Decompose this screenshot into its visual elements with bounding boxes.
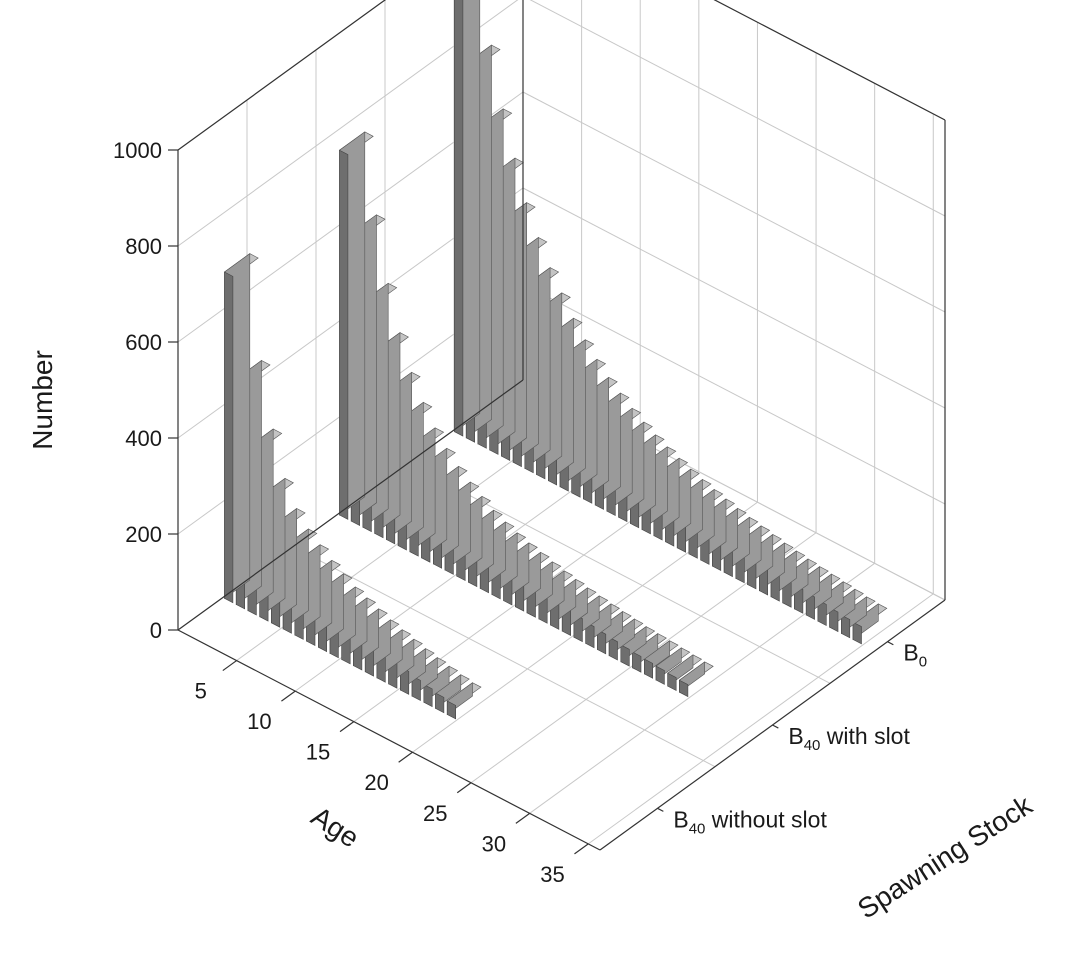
bar bbox=[446, 682, 482, 720]
bars-layer bbox=[223, 0, 888, 720]
bar-side bbox=[852, 621, 862, 645]
category-subscript: 40 bbox=[689, 820, 706, 837]
x-tick bbox=[339, 721, 355, 733]
x-tick-label: 10 bbox=[247, 709, 271, 734]
bar bbox=[454, 0, 481, 437]
x-tick bbox=[398, 751, 413, 763]
bar bbox=[338, 131, 374, 520]
bar-side bbox=[840, 614, 851, 639]
z-tick-label: 0 bbox=[150, 618, 162, 643]
z-tick-label: 1000 bbox=[113, 138, 162, 163]
bar-side bbox=[817, 599, 827, 626]
bar-side bbox=[620, 644, 630, 667]
x-tick bbox=[515, 812, 531, 824]
category-base: B bbox=[788, 723, 803, 749]
bar bbox=[434, 674, 470, 714]
category-subscript: 0 bbox=[919, 654, 927, 671]
bar-side bbox=[643, 658, 654, 679]
bar-side bbox=[597, 629, 607, 655]
bar bbox=[840, 596, 876, 639]
gridline-floor bbox=[587, 593, 934, 845]
z-axis-title: Number bbox=[27, 350, 58, 450]
x-tick-label: 15 bbox=[306, 740, 330, 765]
x-tick-label: 25 bbox=[423, 801, 447, 826]
bar-side bbox=[667, 672, 677, 691]
bar bbox=[678, 661, 714, 698]
bar bbox=[620, 626, 656, 667]
bar-side bbox=[585, 621, 595, 649]
bar bbox=[631, 633, 667, 673]
z-tick-label: 400 bbox=[125, 426, 162, 451]
gridline-back-wall bbox=[529, 0, 946, 217]
y-tick-label: B40 with slot bbox=[788, 723, 910, 754]
bar-side bbox=[632, 651, 642, 673]
x-tick bbox=[456, 782, 472, 794]
bar-side bbox=[423, 684, 433, 708]
x-tick-label: 35 bbox=[540, 862, 564, 887]
bar bbox=[655, 647, 691, 685]
box-edge bbox=[713, 0, 946, 121]
axes-layer bbox=[168, 0, 946, 855]
bar-side bbox=[435, 692, 445, 714]
bar bbox=[423, 665, 459, 708]
z-tick-label: 200 bbox=[125, 522, 162, 547]
x-tick-label: 30 bbox=[482, 831, 506, 856]
y-axis-title: Spawning Stock bbox=[852, 789, 1038, 925]
bar-side bbox=[339, 149, 349, 520]
category-base: B bbox=[903, 640, 918, 666]
bar bbox=[643, 640, 679, 679]
y-tick bbox=[887, 641, 894, 646]
bar bbox=[852, 603, 888, 645]
x-tick bbox=[281, 690, 296, 702]
bar-side bbox=[224, 271, 234, 604]
category-suffix: with slot bbox=[820, 723, 910, 749]
y-tick bbox=[772, 724, 779, 729]
y-tick bbox=[657, 807, 664, 812]
x-tick-label: 20 bbox=[364, 770, 388, 795]
z-tick-label: 600 bbox=[125, 330, 162, 355]
bar-side bbox=[446, 700, 457, 720]
bar-side bbox=[679, 679, 689, 698]
category-subscript: 40 bbox=[804, 737, 821, 754]
y-tick-label: B0 bbox=[903, 640, 927, 671]
bar-side bbox=[454, 0, 464, 437]
gridline-back-wall bbox=[713, 0, 946, 121]
bar-side bbox=[829, 607, 839, 633]
bar-side bbox=[608, 636, 618, 661]
box-edge bbox=[177, 379, 524, 631]
y-tick-label: B40 without slot bbox=[673, 806, 827, 837]
category-base: B bbox=[673, 806, 688, 832]
category-suffix: without slot bbox=[705, 806, 827, 832]
bar-side bbox=[411, 675, 421, 701]
x-tick bbox=[574, 843, 589, 855]
x-tick bbox=[222, 660, 237, 672]
gridline-back-wall bbox=[522, 91, 946, 313]
z-tick-label: 800 bbox=[125, 234, 162, 259]
x-axis-title: Age bbox=[306, 800, 365, 853]
bar bbox=[667, 654, 703, 691]
bar-side bbox=[655, 665, 665, 685]
box-edge bbox=[177, 0, 387, 151]
x-tick-label: 5 bbox=[195, 679, 207, 704]
bar bbox=[223, 253, 259, 604]
bar bbox=[608, 618, 644, 661]
gridline-floor bbox=[292, 546, 716, 768]
